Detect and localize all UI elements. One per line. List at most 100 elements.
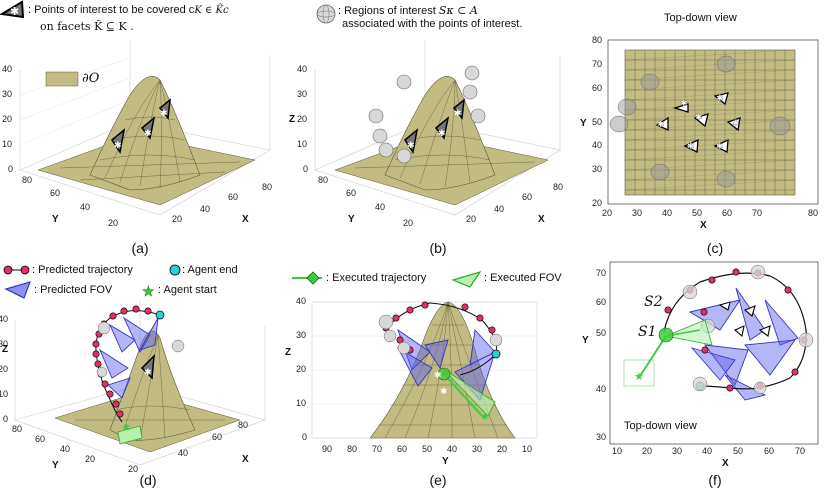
svg-text:70: 70 <box>795 446 805 456</box>
svg-text:40: 40 <box>0 314 8 324</box>
panel-d-plot: ✱ ★ 0 10 20 30 40 Z 80 60 40 20 Y <box>0 300 266 474</box>
svg-text:40: 40 <box>178 448 188 458</box>
svg-text:60: 60 <box>346 188 356 198</box>
svg-text:50: 50 <box>692 208 702 218</box>
svg-text:20: 20 <box>296 364 306 374</box>
svg-text:60: 60 <box>397 444 407 454</box>
svg-text:30: 30 <box>592 164 602 174</box>
svg-text:✱: ✱ <box>454 108 462 118</box>
svg-text:✱: ✱ <box>114 140 122 150</box>
svg-text:✱: ✱ <box>716 93 724 103</box>
svg-text:70: 70 <box>596 268 606 278</box>
svg-text:20: 20 <box>2 114 12 124</box>
svg-text:40: 40 <box>200 204 210 214</box>
svg-text:60: 60 <box>764 446 774 456</box>
svg-text:90: 90 <box>322 444 332 454</box>
agent-start-icon: ★ <box>142 283 155 299</box>
panel-f-plot: ★ 30 40 50 60 70 Y 10 20 30 40 50 60 70 X <box>582 261 819 469</box>
svg-text:10: 10 <box>2 139 12 149</box>
panel-c-caption: (c) <box>706 240 724 256</box>
svg-text:Y: Y <box>442 456 449 467</box>
grid-diagonal <box>624 99 796 111</box>
svg-text:40: 40 <box>447 444 457 454</box>
poi-legend-icon: ✱ <box>0 0 25 19</box>
svg-text:60: 60 <box>592 83 602 93</box>
svg-text:✱: ✱ <box>160 108 168 118</box>
svg-text:80: 80 <box>238 420 248 430</box>
svg-text:50: 50 <box>592 117 602 127</box>
svg-text:★: ★ <box>122 422 131 433</box>
svg-text:40: 40 <box>296 296 306 306</box>
panel-a-caption: (a) <box>131 240 149 256</box>
grid-diagonal <box>624 59 796 71</box>
svg-text:✱: ✱ <box>716 141 724 151</box>
svg-text:80: 80 <box>12 424 22 434</box>
executed-trajectory-icon <box>292 271 322 285</box>
regions-legend-text: : Regions of interest Sκ ⊂ A <box>338 4 478 17</box>
svg-text:20: 20 <box>0 364 8 374</box>
svg-text:✱: ✱ <box>687 141 695 151</box>
svg-text:50: 50 <box>596 328 606 338</box>
surface-legend-label: ∂O <box>82 71 100 86</box>
panel-f-title: Top-down view <box>624 420 697 432</box>
svg-text:40: 40 <box>702 446 712 456</box>
svg-text:20: 20 <box>642 446 652 456</box>
svg-text:40: 40 <box>60 444 70 454</box>
svg-text:✱: ✱ <box>10 6 19 18</box>
svg-text:10: 10 <box>522 444 532 454</box>
svg-text:50: 50 <box>733 446 743 456</box>
grid-diagonal <box>624 49 796 61</box>
svg-text:★: ★ <box>634 371 644 383</box>
svg-text:Z: Z <box>2 344 8 355</box>
predicted-trajectory-label: : Predicted trajectory <box>32 264 133 276</box>
grid-diagonal <box>624 169 796 181</box>
svg-text:✱: ✱ <box>440 386 448 396</box>
region-s1-label: S1 <box>638 324 657 340</box>
svg-text:Y: Y <box>348 214 355 225</box>
svg-text:20: 20 <box>85 454 95 464</box>
svg-text:✱: ✱ <box>695 112 703 122</box>
svg-text:20: 20 <box>108 218 118 228</box>
svg-text:60: 60 <box>522 192 532 202</box>
svg-text:0: 0 <box>8 164 13 174</box>
svg-text:0: 0 <box>302 432 307 442</box>
svg-text:20: 20 <box>403 218 413 228</box>
svg-text:80: 80 <box>262 182 272 192</box>
region-s2-label: S2 <box>644 294 663 310</box>
executed-trajectory-label: : Executed trajectory <box>326 272 427 284</box>
svg-text:30: 30 <box>0 339 8 349</box>
svg-text:✱: ✱ <box>657 119 665 129</box>
svg-text:70: 70 <box>372 444 382 454</box>
svg-text:40: 40 <box>297 64 307 74</box>
svg-text:X: X <box>242 214 249 225</box>
regions-legend-text-line2: associated with the points of interest. <box>342 18 523 30</box>
agent-start-label: : Agent start <box>158 284 217 296</box>
svg-text:Y: Y <box>580 118 587 129</box>
svg-text:20: 20 <box>297 114 307 124</box>
svg-text:40: 40 <box>592 140 602 150</box>
svg-text:✱: ✱ <box>438 128 446 138</box>
panel-e-caption: (e) <box>429 472 447 488</box>
svg-text:40: 40 <box>662 208 672 218</box>
svg-text:✱: ✱ <box>144 128 152 138</box>
predicted-fov-label: : Predicted FOV <box>34 284 113 296</box>
grid-diagonal <box>624 139 796 151</box>
svg-text:70: 70 <box>592 59 602 69</box>
svg-text:✱: ✱ <box>680 98 688 108</box>
svg-text:80: 80 <box>553 182 563 192</box>
svg-text:Z: Z <box>285 347 291 358</box>
svg-text:20: 20 <box>592 198 602 208</box>
executed-fov-label: : Executed FOV <box>484 272 562 284</box>
svg-text:✱: ✱ <box>732 118 740 128</box>
panel-b-plot: ✱ ✱ ✱ 0 10 20 30 40 Z 80 60 40 20 Y 20 40 60 8… <box>289 40 563 228</box>
grid-diagonal <box>624 119 796 131</box>
svg-text:X: X <box>538 214 545 225</box>
svg-text:20: 20 <box>466 214 476 224</box>
svg-text:Y: Y <box>52 214 59 225</box>
svg-text:30: 30 <box>472 444 482 454</box>
svg-text:40: 40 <box>80 202 90 212</box>
svg-text:0: 0 <box>3 414 8 424</box>
svg-text:80: 80 <box>592 35 602 45</box>
